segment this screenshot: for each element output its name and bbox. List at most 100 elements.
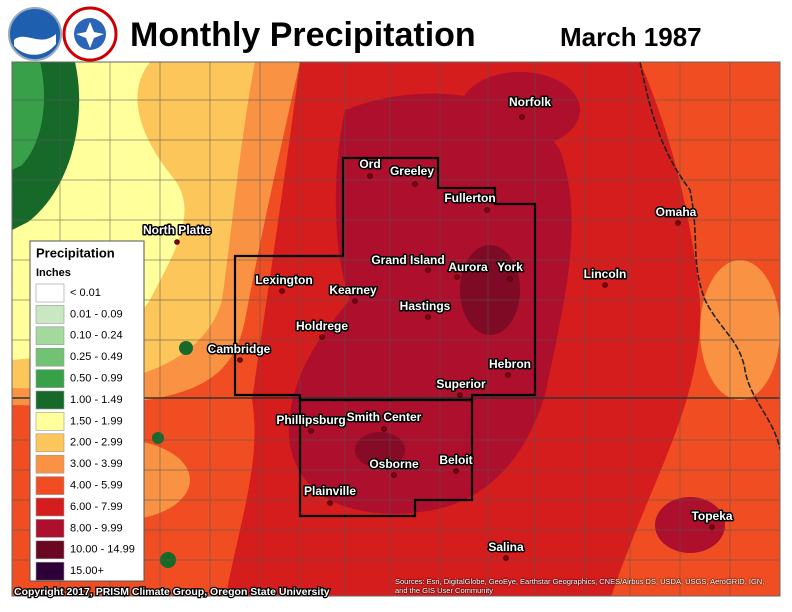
city-dot xyxy=(308,428,314,434)
legend-swatch xyxy=(35,433,65,453)
legend-swatch xyxy=(35,390,65,410)
legend-label: 1.50 - 1.99 xyxy=(70,415,123,427)
city-dot xyxy=(675,220,681,226)
city-dot xyxy=(484,207,490,213)
city-label: Superior xyxy=(436,377,486,391)
legend-swatch xyxy=(35,305,65,324)
legend-label: 15.00+ xyxy=(70,565,104,577)
city-dot xyxy=(327,500,333,506)
legend-label: 0.25 - 0.49 xyxy=(70,351,123,363)
city-label: Salina xyxy=(488,540,524,554)
city-label: Aurora xyxy=(448,260,488,274)
city-label: Ord xyxy=(359,157,380,171)
city-label: Osborne xyxy=(369,457,419,471)
city-dot xyxy=(279,288,285,294)
forecast-area-outline xyxy=(233,156,537,402)
city-dot xyxy=(505,372,511,378)
legend-label: 10.00 - 14.99 xyxy=(70,544,135,556)
legend-swatch xyxy=(35,540,65,560)
city-label: Beloit xyxy=(439,453,472,467)
city-dot xyxy=(352,298,358,304)
city-label: Grand Island xyxy=(371,253,444,267)
precip-zone xyxy=(355,432,405,468)
legend: Precipitation Inches < 0.01 0.01 - 0.09 0.… xyxy=(29,240,145,582)
legend-swatch xyxy=(35,326,65,346)
legend-title: Precipitation xyxy=(36,245,115,260)
city-label: Lexington xyxy=(255,273,312,287)
precip-zone xyxy=(12,62,45,170)
city-dot xyxy=(457,392,463,398)
legend-label: 4.00 - 5.99 xyxy=(70,480,123,492)
city-label: Hebron xyxy=(489,357,531,371)
legend-swatch xyxy=(35,519,65,538)
city-dot xyxy=(519,114,525,120)
nws-logo-star xyxy=(76,22,104,48)
city-label: Fullerton xyxy=(444,191,495,205)
legend-swatch xyxy=(35,369,65,388)
city-dot xyxy=(503,555,509,561)
legend-swatch xyxy=(35,454,65,474)
city-dot xyxy=(425,267,431,273)
title: Monthly Precipitation xyxy=(130,16,476,54)
city-dot xyxy=(367,173,373,179)
legend-label: 0.01 - 0.09 xyxy=(70,308,123,320)
logos xyxy=(8,6,118,62)
legend-label: 2.00 - 2.99 xyxy=(70,437,123,449)
city-dot xyxy=(709,524,715,530)
city-label: Omaha xyxy=(656,205,697,219)
date: March 1987 xyxy=(560,22,702,52)
precip-zone xyxy=(179,341,193,355)
legend-swatch xyxy=(35,412,65,431)
city-dot xyxy=(237,357,243,363)
sources-box: Sources: Esri, DigitalGlobe, GeoEye, Ear… xyxy=(395,577,765,595)
city-dot xyxy=(602,282,608,288)
legend-label: 0.50 - 0.99 xyxy=(70,373,123,385)
forecast-area-outline xyxy=(298,398,474,518)
legend-label: < 0.01 xyxy=(70,287,101,299)
city-label: Smith Center xyxy=(347,410,422,424)
legend-swatch xyxy=(35,561,65,581)
precip-zone xyxy=(152,432,164,444)
city-label: Hastings xyxy=(400,299,451,313)
legend-label: 0.10 - 0.24 xyxy=(70,330,123,342)
precip-zone xyxy=(700,260,780,400)
city-label: York xyxy=(497,260,523,274)
copyright: Copyright 2017, PRISM Climate Group, Ore… xyxy=(14,586,330,598)
city-dot xyxy=(412,181,418,187)
city-label: Holdrege xyxy=(296,319,348,333)
city-dot xyxy=(319,334,325,340)
legend-swatch xyxy=(35,283,65,303)
precip-zone xyxy=(460,245,520,335)
city-dot xyxy=(174,239,180,245)
precip-zone xyxy=(460,72,580,148)
city-label: Cambridge xyxy=(208,342,271,356)
city-dot xyxy=(507,276,513,282)
legend-swatch xyxy=(35,347,65,367)
map-frame xyxy=(11,61,781,597)
legend-label: 6.00 - 7.99 xyxy=(70,501,123,513)
sources: Sources: Esri, DigitalGlobe, GeoEye, Ear… xyxy=(395,577,765,595)
city-label: Norfolk xyxy=(509,95,551,109)
city-dot xyxy=(391,472,397,478)
legend-swatch xyxy=(35,476,65,495)
city-dot xyxy=(453,468,459,474)
legend-label: 8.00 - 9.99 xyxy=(70,522,123,534)
city-label: Topeka xyxy=(691,509,732,523)
city-label: Lincoln xyxy=(584,267,627,281)
city-dot xyxy=(454,274,460,280)
legend-swatch xyxy=(35,497,65,517)
city-dot xyxy=(425,314,431,320)
precip-zone xyxy=(655,497,725,553)
city-label: Kearney xyxy=(329,283,377,297)
city-label: North Platte xyxy=(143,223,211,237)
city-label: Greeley xyxy=(390,164,434,178)
city-dot xyxy=(381,426,387,432)
city-label: Phillipsburg xyxy=(276,413,345,427)
legend-units: Inches xyxy=(36,267,71,279)
city-labels: Norfolk Ord Greeley Fullerton North Platte Om… xyxy=(141,94,734,561)
noaa-logo-wave xyxy=(14,34,56,55)
precip-zone xyxy=(288,93,572,514)
river-border xyxy=(639,62,780,451)
legend-label: 1.00 - 1.49 xyxy=(70,394,123,406)
